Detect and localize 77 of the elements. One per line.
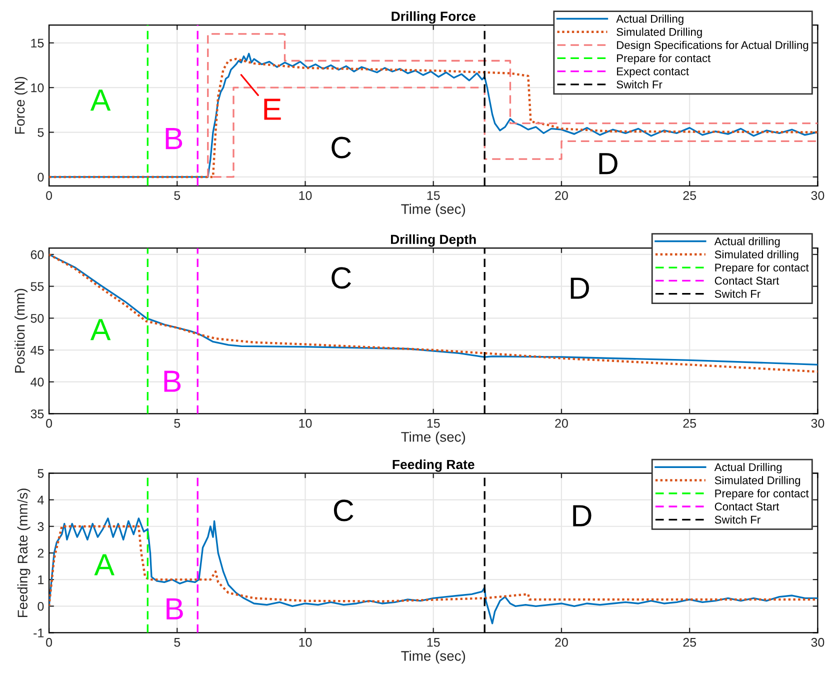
x-tick-label: 15 (427, 638, 440, 647)
x-tick-label: 10 (299, 191, 312, 200)
legend-label: Simulated Drilling (616, 28, 702, 38)
y-tick-label: 40 (30, 378, 44, 387)
annotation: A (90, 90, 111, 111)
annotation: A (94, 554, 114, 576)
x-tick-label: 20 (555, 191, 568, 200)
x-tick-label: 20 (555, 418, 568, 428)
legend-label: Simulated drilling (714, 250, 798, 261)
legend-label: Prepare for contact (715, 489, 809, 500)
legend-label: Switch Fr (714, 290, 760, 298)
y-tick-label: 45 (30, 346, 44, 355)
y-tick-label: 0 (38, 172, 44, 182)
legend-label: Simulated Drilling (714, 476, 800, 486)
y-tick-label: 60 (30, 250, 44, 260)
annotation: A (90, 319, 111, 340)
y-axis-title: Force (N) (14, 76, 28, 134)
legend-label: Prepare for contact (715, 263, 809, 274)
legend-label: Switch Fr (714, 515, 760, 524)
x-tick-label: 10 (299, 418, 312, 428)
x-tick-label: 25 (683, 191, 696, 200)
x-tick-label: 15 (427, 419, 440, 428)
x-axis-title: Time (sec) (401, 650, 466, 664)
x-tick-label: 30 (811, 638, 824, 647)
legend-label: Switch Fr (616, 80, 662, 88)
legend-label: Expect contact (617, 68, 689, 78)
y-tick-label: 1 (38, 575, 44, 584)
annotation: B (164, 370, 181, 392)
y-tick-label: 15 (31, 38, 44, 48)
y-tick-label: -1 (34, 628, 44, 638)
line-series (212, 86, 818, 178)
x-tick-label: 5 (174, 419, 180, 428)
y-tick-label: 4 (38, 496, 44, 504)
y-tick-label: 5 (38, 469, 44, 478)
chart-title: Drilling Depth (391, 234, 476, 247)
legend-label: Actual Drilling (714, 462, 782, 474)
annotation: B (166, 128, 182, 150)
annotation: D (573, 505, 592, 526)
legend-label: Contact Start (714, 502, 780, 511)
chart-title: Drilling Force (392, 11, 476, 24)
annotation: C (334, 500, 354, 522)
x-tick-label: 5 (174, 638, 180, 647)
annotation: E (264, 98, 281, 120)
chart-title: Feeding Rate (392, 459, 474, 472)
y-tick-label: 55 (30, 282, 44, 291)
x-axis-title: Time (sec) (401, 432, 466, 445)
legend-label: Contact Start (714, 276, 780, 285)
x-tick-label: 30 (811, 418, 824, 428)
x-tick-label: 0 (46, 418, 52, 428)
x-axis-title: Time (sec) (401, 204, 466, 217)
annotation: C (332, 267, 351, 289)
annotation: D (570, 278, 589, 299)
annotation: C (332, 136, 351, 158)
x-tick-label: 15 (427, 191, 440, 200)
legend-label: Design Specifications for Actual Drilling (617, 40, 808, 52)
y-tick-label: 3 (38, 522, 44, 532)
legend-label: Prepare for contact (617, 54, 711, 64)
x-tick-label: 0 (46, 191, 52, 200)
y-tick-label: 35 (30, 410, 44, 418)
x-tick-label: 5 (174, 191, 180, 200)
x-tick-label: 10 (299, 638, 312, 647)
y-axis-title: Feeding Rate (mm/s) (17, 488, 30, 618)
y-tick-label: 10 (31, 83, 44, 92)
legend-label: Actual drilling (714, 237, 780, 248)
y-tick-label: 2 (38, 548, 44, 558)
x-tick-label: 25 (683, 418, 696, 428)
x-tick-label: 20 (555, 638, 568, 647)
y-tick-label: 0 (38, 602, 44, 611)
y-tick-label: 50 (30, 314, 44, 323)
annotation: B (166, 598, 183, 620)
legend-label: Actual Drilling (616, 14, 684, 25)
x-tick-label: 30 (811, 191, 824, 200)
y-tick-label: 5 (38, 128, 44, 137)
x-tick-label: 0 (46, 638, 52, 647)
annotation: D (599, 153, 618, 174)
y-axis-title: Position (mm) (14, 288, 28, 373)
x-tick-label: 25 (683, 638, 696, 647)
